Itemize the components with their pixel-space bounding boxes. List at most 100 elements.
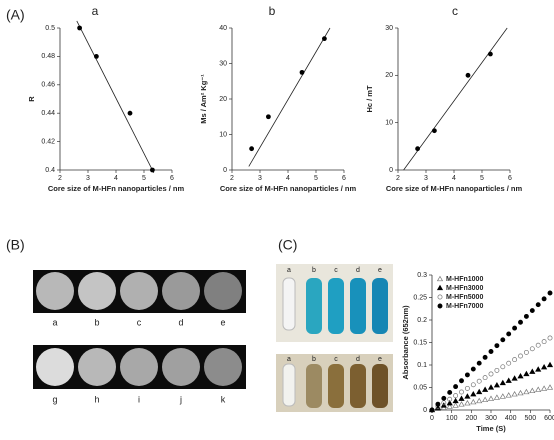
- point: [464, 385, 470, 391]
- point: [546, 361, 554, 368]
- point: [500, 364, 506, 370]
- tube-label: d: [356, 356, 360, 363]
- x-tick-label: 200: [465, 415, 477, 422]
- point: [511, 375, 518, 381]
- point: [487, 395, 495, 401]
- point: [505, 392, 512, 398]
- x-tick-label: 3: [258, 175, 262, 182]
- tube-label: a: [287, 267, 291, 274]
- point: [547, 335, 553, 341]
- point: [150, 167, 155, 173]
- point: [481, 396, 489, 403]
- y-tick-label: 0.2: [417, 317, 427, 324]
- legend-label: M-HFn5000: [446, 294, 483, 301]
- point: [476, 378, 482, 384]
- x-tick-label: 6: [170, 175, 174, 182]
- x-tick-label: 400: [505, 415, 517, 422]
- point: [500, 337, 506, 343]
- tube-label: e: [378, 356, 382, 363]
- point: [493, 394, 501, 400]
- point: [535, 302, 541, 308]
- x-tick-label: 6: [508, 175, 512, 182]
- point: [476, 397, 483, 404]
- x-tick-label: 4: [286, 175, 290, 182]
- x-tick-label: 2: [58, 175, 62, 182]
- point: [447, 396, 453, 402]
- x-tick-label: 2: [230, 175, 234, 182]
- sample-label: b: [94, 317, 99, 327]
- x-tick-label: 0: [430, 415, 434, 422]
- point: [458, 395, 465, 401]
- point: [518, 353, 523, 359]
- sample-label: a: [52, 317, 57, 327]
- point: [470, 382, 476, 388]
- point: [452, 402, 459, 408]
- point: [494, 343, 500, 349]
- trend-line: [403, 27, 508, 171]
- chart-title: a: [92, 4, 99, 18]
- sample-label: e: [220, 317, 225, 327]
- point: [464, 372, 470, 378]
- sample-label: d: [178, 317, 183, 327]
- point: [541, 339, 547, 345]
- point: [547, 290, 553, 296]
- point: [546, 384, 554, 390]
- point: [488, 371, 494, 377]
- point: [453, 384, 459, 390]
- y-tick-label: 0.42: [41, 138, 55, 145]
- x-tick-label: 500: [524, 415, 536, 422]
- point: [540, 385, 548, 391]
- point: [523, 370, 530, 377]
- tube-photo: [276, 264, 393, 412]
- x-tick-label: 5: [142, 175, 146, 182]
- point: [511, 390, 518, 397]
- x-axis-label: Core size of M-HFn nanoparticles / nm: [220, 184, 357, 193]
- mri-image: [33, 270, 246, 389]
- legend-label: M-HFn1000: [446, 276, 483, 283]
- point: [529, 308, 535, 313]
- point: [299, 69, 305, 75]
- point: [505, 377, 512, 383]
- point: [529, 346, 535, 352]
- x-tick-label: 300: [485, 415, 497, 422]
- point: [446, 399, 453, 406]
- point: [499, 393, 506, 399]
- point: [493, 381, 501, 388]
- point: [94, 54, 99, 59]
- chart-title: c: [452, 4, 458, 18]
- point: [535, 366, 542, 372]
- point: [482, 354, 488, 360]
- y-tick-label: 0.25: [413, 294, 427, 301]
- point: [476, 360, 482, 366]
- point: [435, 401, 441, 407]
- point: [452, 397, 459, 404]
- point: [540, 363, 548, 370]
- point: [476, 388, 483, 395]
- tube-label: c: [334, 267, 338, 274]
- y-tick-label: 30: [219, 60, 227, 67]
- point: [464, 399, 471, 406]
- y-axis-label: Absorbance (652nm): [401, 305, 410, 380]
- y-tick-label: 0.1: [417, 362, 427, 369]
- point: [464, 393, 471, 399]
- point: [541, 296, 547, 302]
- y-tick-label: 0.44: [41, 110, 55, 117]
- point: [266, 114, 271, 120]
- x-axis-label: Core size of M-HFn nanoparticles / nm: [386, 184, 523, 193]
- point: [535, 342, 541, 348]
- point: [429, 407, 435, 413]
- y-tick-label: 0.4: [45, 167, 55, 174]
- point: [446, 403, 453, 409]
- point: [432, 128, 437, 134]
- point: [494, 367, 500, 373]
- point: [506, 331, 512, 337]
- point: [488, 51, 493, 57]
- y-axis-label: Ms / Am² Kg⁻¹: [199, 74, 208, 124]
- sample-label: c: [137, 317, 142, 327]
- point: [459, 389, 464, 395]
- y-tick-label: 0.15: [413, 339, 427, 346]
- y-tick-label: 0: [223, 167, 227, 174]
- point: [415, 146, 420, 152]
- y-tick-label: 0.05: [413, 384, 427, 391]
- x-tick-label: 100: [446, 415, 458, 422]
